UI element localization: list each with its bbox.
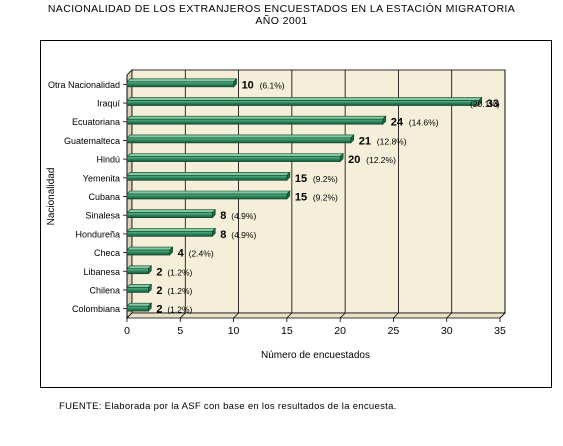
bar-top (126, 78, 238, 83)
chart-title-line-2: AÑO 2001 (255, 15, 308, 27)
bar-percent-label: (4.9%) (231, 211, 256, 221)
bar-value-label: 8 (220, 229, 226, 241)
bar-top (126, 246, 174, 251)
bar (126, 100, 479, 106)
bar-top (126, 134, 355, 139)
category-label: Colombiana (72, 304, 120, 314)
bar (126, 193, 288, 200)
gridline-floor (339, 312, 346, 319)
bar-percent-label: (14.6%) (409, 118, 439, 128)
bar (126, 231, 213, 237)
bar-top (126, 153, 344, 157)
x-axis-title: Número de encuestados (261, 350, 370, 361)
bar-percent-label: (20.1%) (470, 99, 500, 109)
source-note: FUENTE: Elaborada por la ASF con base en… (59, 401, 397, 412)
x-tick-label: 25 (388, 325, 400, 337)
bar-percent-label: (1.2%) (167, 286, 192, 296)
bar-value-label: 4 (178, 248, 185, 260)
bar-percent-label: (6.1%) (260, 80, 285, 90)
bar-value-label: 2 (156, 304, 162, 316)
x-tick-label: 15 (281, 325, 293, 337)
bar (126, 249, 170, 256)
bar-top (126, 115, 387, 120)
category-label: Iraquí (97, 99, 121, 109)
bar (126, 268, 149, 275)
bar (126, 118, 384, 125)
bar-top (126, 228, 216, 232)
category-label: Cubana (88, 192, 120, 202)
category-label: Ecuatoriana (72, 117, 120, 127)
category-label: Sinalesa (85, 211, 120, 221)
bar-value-label: 15 (295, 173, 307, 185)
x-tick-label: 0 (124, 325, 130, 337)
bar-value-label: 33 (487, 98, 499, 110)
bar-top (126, 284, 153, 288)
bar-percent-label: (12.2%) (366, 155, 396, 165)
category-label: Chilena (89, 285, 120, 295)
bar-top (126, 209, 216, 213)
category-label: Otra Nacionalidad (48, 80, 120, 90)
bar (126, 212, 213, 218)
category-label: Hondureña (75, 229, 120, 239)
bar (126, 156, 341, 162)
gridline-floor (180, 312, 186, 319)
bar-top (126, 302, 153, 307)
bar-value-label: 2 (156, 266, 162, 278)
bar-percent-label: (12.8%) (377, 136, 407, 146)
chart-title-line-1: NACIONALIDAD DE LOS EXTRANJEROS ENCUESTA… (47, 3, 516, 15)
bar-top (126, 172, 291, 176)
bar-value-label: 15 (295, 192, 307, 204)
x-tick-label: 30 (441, 325, 453, 337)
bar-top (126, 190, 291, 195)
bar-value-label: 2 (156, 285, 162, 297)
bar-percent-label: (1.2%) (167, 267, 192, 277)
gridline-floor (446, 312, 452, 319)
gridline-floor (499, 312, 506, 319)
bar (126, 305, 149, 312)
category-label: Hindú (96, 155, 120, 165)
bar-value-label: 20 (348, 154, 360, 166)
category-label: Yemenita (83, 173, 120, 183)
bar (126, 175, 288, 181)
category-label: Checa (94, 248, 120, 258)
bar-percent-label: (1.2%) (167, 305, 192, 315)
y-axis-title: Nacionalidad (46, 168, 57, 226)
bar-value-label: 8 (220, 210, 226, 222)
bar (126, 137, 352, 144)
bar (126, 81, 234, 88)
bar-percent-label: (9.2%) (313, 193, 338, 203)
x-tick-label: 35 (494, 325, 506, 337)
gridline-floor (393, 312, 399, 319)
bar-top (126, 265, 153, 270)
x-tick-label: 10 (228, 325, 240, 337)
bar (126, 287, 149, 293)
bar-percent-label: (2.4%) (189, 249, 214, 259)
gridline-floor (286, 312, 293, 319)
gridline-floor (233, 312, 239, 319)
x-tick-label: 20 (334, 325, 346, 337)
bar-value-label: 10 (242, 79, 254, 91)
chart-frame: 0 5 10 15 20 25 30 35 Otra Nacionalidad 10 (6.1%) I… (40, 40, 552, 388)
bar-percent-label: (4.9%) (231, 230, 256, 240)
x-tick-label: 5 (177, 325, 183, 337)
bar-value-label: 24 (391, 117, 404, 129)
category-label: Guatemalteca (64, 136, 120, 146)
category-label: Libanesa (83, 267, 120, 277)
bar-top (126, 97, 483, 101)
bar-chart: 0 5 10 15 20 25 30 35 Otra Nacionalidad 10 (6.1%) I… (46, 69, 506, 361)
bar-value-label: 21 (359, 135, 371, 147)
bar-percent-label: (9.2%) (313, 174, 338, 184)
